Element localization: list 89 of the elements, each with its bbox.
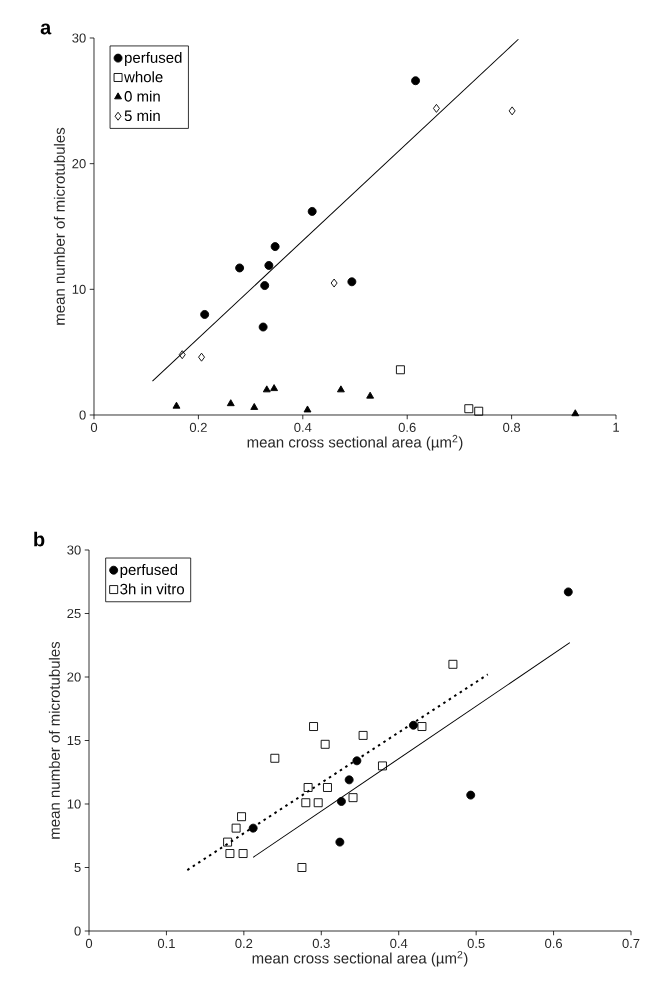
point bbox=[309, 722, 318, 731]
point bbox=[466, 790, 476, 800]
text: b bbox=[34, 531, 45, 547]
point bbox=[198, 352, 205, 362]
y-tick-label: 10 bbox=[67, 799, 81, 809]
point bbox=[262, 385, 271, 393]
point bbox=[258, 322, 268, 332]
x-tick-label: 0 bbox=[85, 938, 93, 948]
point bbox=[563, 587, 573, 597]
point bbox=[432, 103, 440, 113]
point bbox=[297, 863, 307, 872]
point bbox=[248, 823, 258, 833]
y-axis-title: mean number of microtubules bbox=[48, 641, 60, 839]
x-tick-label: 1 bbox=[613, 422, 619, 432]
point bbox=[378, 761, 387, 771]
point bbox=[237, 812, 246, 822]
x-tick-label: 0.5 bbox=[467, 938, 485, 948]
point bbox=[200, 310, 210, 319]
x-tick-label: 0.2 bbox=[235, 938, 253, 948]
point bbox=[223, 837, 233, 847]
point bbox=[508, 106, 516, 116]
point bbox=[313, 798, 323, 808]
y-tick-label: 0 bbox=[74, 926, 81, 936]
point bbox=[571, 409, 580, 417]
point bbox=[320, 739, 330, 749]
point bbox=[336, 797, 346, 806]
legend-label: 0 min bbox=[124, 90, 160, 102]
x-tick-label: 0.2 bbox=[189, 422, 207, 432]
y-tick-label: 30 bbox=[67, 545, 81, 555]
x-tick-label: 0.7 bbox=[622, 938, 640, 948]
point bbox=[408, 720, 418, 730]
point bbox=[226, 399, 235, 407]
point bbox=[464, 404, 474, 414]
y-tick-label: 30 bbox=[72, 33, 86, 43]
x-tick-label: 0 bbox=[90, 422, 98, 432]
text: a bbox=[40, 23, 52, 35]
x-tick-label: 0.8 bbox=[503, 422, 521, 432]
x-tick-label: 0.1 bbox=[157, 938, 175, 948]
point bbox=[344, 775, 354, 785]
x-axis-title: mean cross sectional area (µm$^{2}$) bbox=[247, 434, 463, 451]
point bbox=[330, 278, 338, 288]
point bbox=[348, 793, 358, 803]
point bbox=[238, 849, 248, 858]
point bbox=[303, 783, 313, 792]
y-tick-label: 5 bbox=[74, 862, 81, 873]
point bbox=[358, 730, 368, 740]
legend-label: perfused bbox=[125, 51, 182, 66]
point bbox=[260, 281, 270, 291]
point bbox=[225, 849, 235, 858]
x-axis-title: mean cross sectional area (µm$^{2}$) bbox=[252, 950, 468, 967]
point bbox=[366, 391, 375, 399]
point bbox=[178, 350, 186, 360]
x-tick-label: 0.6 bbox=[545, 938, 563, 948]
point bbox=[250, 403, 259, 410]
y-tick-label: 0 bbox=[79, 410, 86, 420]
y-tick-label: 10 bbox=[72, 284, 86, 294]
point bbox=[264, 261, 274, 270]
legend-label: whole bbox=[124, 71, 163, 83]
y-axis-title: mean number of microtubules bbox=[53, 127, 65, 325]
point bbox=[336, 385, 345, 393]
x-tick-label: 0.3 bbox=[312, 938, 330, 948]
point bbox=[411, 76, 421, 86]
point bbox=[395, 365, 405, 375]
y-tick-label: 25 bbox=[67, 608, 81, 619]
point bbox=[323, 783, 332, 792]
point bbox=[301, 798, 311, 808]
point bbox=[335, 837, 345, 847]
y-tick-label: 15 bbox=[67, 735, 81, 746]
x-tick-label: 0.4 bbox=[294, 422, 312, 432]
legend-label: 3h in vitro bbox=[120, 583, 185, 595]
point bbox=[417, 722, 427, 731]
x-tick-label: 0.6 bbox=[398, 422, 416, 432]
point bbox=[270, 242, 280, 252]
y-tick-label: 20 bbox=[67, 672, 81, 682]
point bbox=[448, 659, 458, 669]
point bbox=[231, 823, 241, 833]
point bbox=[352, 756, 362, 766]
point bbox=[347, 277, 357, 287]
point bbox=[270, 753, 280, 763]
point bbox=[235, 263, 245, 273]
legend-label: perfused bbox=[120, 564, 178, 578]
y-tick-label: 20 bbox=[72, 159, 86, 169]
point bbox=[172, 401, 181, 409]
point bbox=[474, 406, 484, 416]
point bbox=[270, 384, 279, 392]
point bbox=[303, 405, 312, 413]
legend-label: 5 min bbox=[124, 110, 160, 122]
x-tick-label: 0.4 bbox=[390, 938, 408, 948]
point bbox=[307, 206, 317, 216]
